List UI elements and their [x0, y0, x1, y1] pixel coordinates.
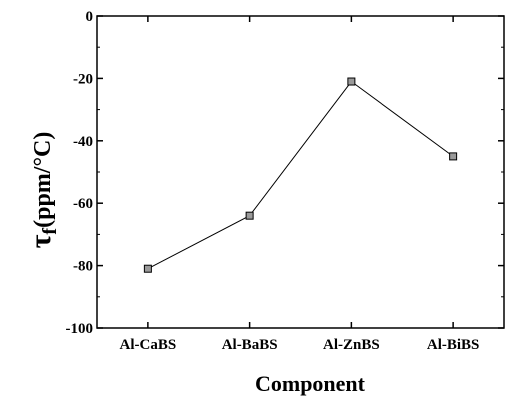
x-axis: Al-CaBS Al-BaBS Al-ZnBS Al-BiBS	[120, 16, 480, 353]
data-point	[449, 152, 458, 161]
y-axis-title-subscript: f	[39, 228, 61, 235]
x-tick-label: Al-ZnBS	[323, 337, 380, 353]
y-tick-label: -40	[73, 134, 93, 150]
x-tick-label: Al-BaBS	[222, 337, 278, 353]
series-line	[147, 80, 454, 270]
y-axis-title-symbol: τ	[24, 234, 57, 248]
x-axis-title: Component	[255, 371, 366, 396]
x-tick-label: Al-CaBS	[120, 337, 177, 353]
data-point	[245, 211, 254, 220]
y-tick-label: 0	[86, 9, 94, 25]
y-axis-title: τf(ppm/°C)	[24, 132, 61, 249]
y-tick-label: -20	[73, 71, 93, 87]
y-tick-label: -60	[73, 196, 93, 212]
plot-border	[96, 15, 505, 329]
data-point	[143, 264, 152, 273]
series-group	[143, 77, 458, 273]
x-tick-label: Al-BiBS	[427, 337, 480, 353]
y-axis: 0 -20 -40 -60 -80 -100	[66, 9, 504, 337]
y-axis-title-units: (ppm/°C)	[30, 132, 56, 228]
svg-text:τf(ppm/°C): τf(ppm/°C)	[24, 132, 61, 249]
y-tick-label: -80	[73, 259, 93, 275]
data-point	[347, 77, 356, 86]
y-tick-label: -100	[66, 321, 94, 337]
plot-frame	[96, 15, 505, 329]
